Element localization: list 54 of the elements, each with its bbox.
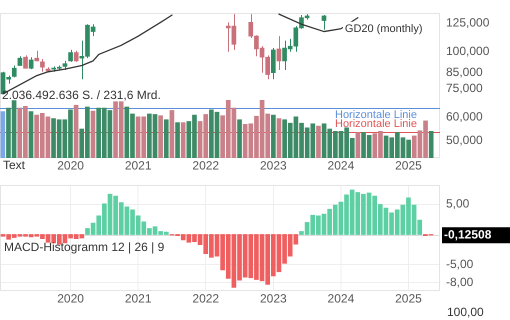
bar	[28, 111, 34, 158]
annotation: Text	[3, 158, 26, 172]
x-tick-label: 2024	[328, 158, 355, 173]
y-tick-label: -5,00	[446, 256, 474, 271]
bar	[428, 130, 434, 158]
x-tick-label: 2024	[328, 292, 355, 306]
bar	[276, 118, 282, 158]
y-tick-label: 75,000	[446, 80, 484, 95]
bar	[316, 126, 321, 158]
candlestick	[18, 56, 22, 66]
x-tick-label: 2021	[124, 292, 152, 306]
candlestick	[68, 49, 73, 62]
y-tick-label: 5,00	[446, 196, 470, 211]
bar	[170, 110, 174, 158]
bar	[175, 122, 180, 158]
candlestick	[62, 60, 68, 71]
candlestick	[23, 54, 28, 69]
y-tick-label: 50,000	[446, 132, 484, 147]
candlestick	[322, 14, 326, 30]
y-tick-label: -8,00	[446, 274, 474, 289]
bar	[158, 115, 163, 158]
y-tick-label: 100,000	[446, 44, 490, 58]
candlestick	[270, 48, 276, 80]
bar	[237, 119, 242, 158]
bar	[271, 114, 276, 158]
text: 100,00	[447, 305, 484, 319]
bar	[180, 122, 186, 158]
bar	[0, 111, 6, 158]
ref-line-label: Horizontale Linie	[335, 118, 417, 130]
candlestick	[12, 65, 17, 78]
candlestick	[276, 36, 282, 71]
candlestick	[40, 58, 45, 72]
x-tick-label: 2022	[192, 292, 220, 306]
candlestick	[74, 50, 79, 62]
x-tick-label: 2025	[395, 292, 422, 306]
series-label: GD20 (monthly)	[344, 22, 423, 35]
x-tick-label: 2021	[124, 158, 152, 173]
x-tick-label: 2023	[260, 158, 287, 173]
annotation: 2.036.492.636 S. / 231,6 Mrd.	[2, 88, 161, 102]
candlestick	[28, 56, 34, 70]
y-tick-label: 60,000	[446, 110, 484, 124]
x-tick-label: 2020	[57, 292, 84, 306]
x-tick-label: 2025	[395, 158, 422, 173]
y-tick-label: 85,000	[446, 64, 484, 79]
bar	[164, 119, 169, 158]
bar	[356, 132, 360, 158]
y-tick-label: 125,000	[446, 15, 490, 30]
bar	[90, 110, 96, 158]
bar	[74, 104, 78, 158]
ref-line-label: -0,12508	[444, 228, 492, 242]
annotation: MACD-Histogramm 12 | 26 | 9	[4, 240, 164, 254]
x-tick-label: 2020	[57, 158, 84, 173]
x-tick-label: 2023	[260, 292, 287, 306]
x-tick-label: 2022	[192, 158, 220, 173]
